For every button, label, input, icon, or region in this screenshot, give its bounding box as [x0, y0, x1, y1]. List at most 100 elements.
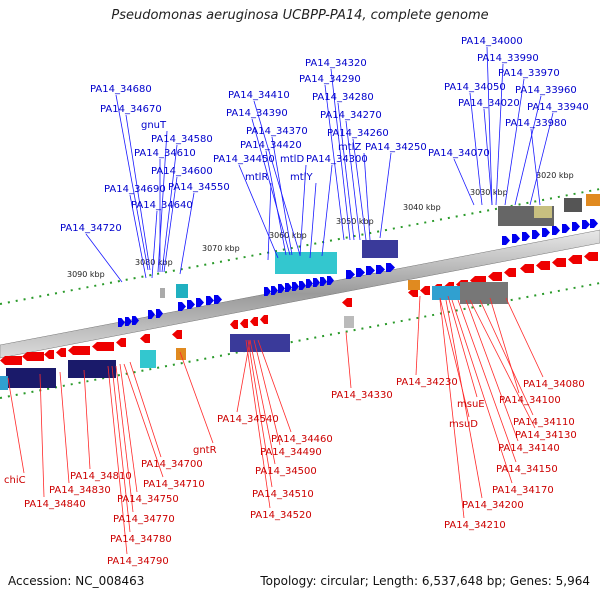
- reverse-leader-line: [469, 299, 536, 429]
- reverse-gene-label: PA14_34170: [492, 485, 554, 496]
- genome-backbone: [0, 229, 600, 359]
- reverse-gene-label: PA14_34110: [513, 417, 575, 428]
- forward-leader-line: [469, 92, 483, 206]
- reverse-leader-line: [123, 363, 164, 478]
- forward-gene-arrow: [187, 300, 195, 309]
- forward-gene-arrow: [376, 265, 385, 274]
- reverse-leader-line: [451, 299, 513, 484]
- reverse-gene-label: msuE: [457, 399, 485, 410]
- ruler-upper: [0, 188, 600, 305]
- forward-gene-label: PA14_34290: [299, 74, 361, 85]
- forward-label-leaders: [85, 46, 554, 283]
- forward-gene-arrow: [271, 286, 278, 295]
- forward-leader-line: [330, 68, 351, 241]
- forward-gene-label: gnuT: [141, 120, 167, 131]
- reverse-leader-line: [129, 361, 162, 458]
- reverse-leader-line: [439, 299, 465, 519]
- reverse-gene-label: PA14_34510: [252, 489, 314, 500]
- reverse-leader-line: [447, 295, 478, 398]
- reverse-leader-line: [505, 297, 544, 378]
- forward-leader-line: [504, 78, 525, 206]
- forward-gene-label: PA14_34070: [428, 148, 490, 159]
- reverse-leader-line: [7, 377, 25, 474]
- forward-gene-arrow: [552, 226, 560, 235]
- forward-gene-label: PA14_34020: [458, 98, 520, 109]
- forward-leader-line: [299, 164, 307, 257]
- reverse-gene-label: PA14_34130: [515, 430, 577, 441]
- forward-gene-arrow: [156, 309, 163, 318]
- forward-gene-label: PA14_34390: [226, 108, 288, 119]
- forward-gene-arrow: [132, 316, 139, 325]
- forward-leader-line: [337, 102, 355, 241]
- tick-label-3060: 3060 kbp: [269, 231, 307, 240]
- genome-summary-text: Topology: circular; Length: 6,537,648 bp…: [260, 574, 590, 588]
- forward-gene-label: PA14_33970: [498, 68, 560, 79]
- forward-leader-line: [363, 152, 371, 241]
- reverse-gene-label: msuD: [449, 419, 478, 430]
- forward-leader-line: [271, 136, 293, 256]
- feature-block: [344, 316, 354, 328]
- reverse-leader-line: [83, 369, 91, 470]
- reverse-gene-labels: PA14_34230 PA14_34080 msuE PA14_34100 PA14_3…: [4, 377, 585, 567]
- feature-block: [460, 282, 508, 304]
- feature-block: [140, 350, 156, 368]
- reverse-leader-line: [257, 339, 292, 433]
- reverse-gene-label: PA14_34520: [250, 510, 312, 521]
- forward-gene-arrow: [386, 263, 395, 272]
- reverse-leader-line: [415, 295, 421, 376]
- reverse-gene-label: PA14_34750: [117, 494, 179, 505]
- reverse-gene-label: PA14_34100: [499, 395, 561, 406]
- reverse-leader-line: [445, 299, 483, 499]
- reverse-leader-line: [465, 299, 519, 442]
- feature-block: [564, 198, 582, 212]
- forward-leader-line: [530, 128, 541, 206]
- forward-gene-arrow: [582, 220, 590, 229]
- forward-gene-arrow: [542, 228, 550, 237]
- forward-gene-label: PA14_34640: [131, 200, 193, 211]
- reverse-gene-arrow: [240, 319, 248, 328]
- forward-gene-arrow: [320, 277, 327, 286]
- reverse-gene-label: PA14_34150: [496, 464, 558, 475]
- forward-gene-arrow: [356, 268, 365, 277]
- forward-gene-arrow: [125, 317, 132, 326]
- reverse-gene-arrow: [0, 356, 22, 365]
- forward-leader-line: [179, 192, 195, 275]
- forward-gene-arrow: [512, 234, 520, 243]
- reverse-gene-label: PA14_34140: [498, 443, 560, 454]
- forward-gene-arrow: [306, 279, 313, 288]
- forward-gene-label: PA14_34720: [60, 223, 122, 234]
- reverse-leader-line: [179, 351, 214, 444]
- feature-block: [586, 194, 600, 206]
- reverse-gene-label: PA14_34080: [523, 379, 585, 390]
- reverse-leader-line: [345, 331, 352, 389]
- forward-gene-label: PA14_34370: [246, 126, 308, 137]
- forward-gene-label: PA14_34410: [228, 90, 290, 101]
- reverse-gene-label: PA14_34490: [260, 447, 322, 458]
- accession-text: Accession: NC_008463: [8, 574, 145, 588]
- forward-gene-arrow: [502, 236, 510, 245]
- forward-gene-label: mtlY: [290, 172, 313, 183]
- forward-leader-line: [157, 130, 168, 273]
- forward-gene-arrow: [366, 266, 375, 275]
- forward-gene-arrow: [532, 230, 540, 239]
- tick-label-3070: 3070 kbp: [202, 244, 240, 253]
- forward-leader-line: [151, 210, 158, 279]
- reverse-gene-label: gntR: [193, 445, 217, 456]
- forward-leader-line: [129, 194, 147, 279]
- tick-label-3090: 3090 kbp: [67, 270, 105, 279]
- reverse-gene-label: PA14_34210: [444, 520, 506, 531]
- forward-gene-arrow: [299, 281, 306, 290]
- forward-leader-line: [495, 63, 504, 206]
- forward-gene-label: PA14_33960: [515, 85, 577, 96]
- forward-leader-line: [161, 144, 178, 273]
- reverse-gene-label: PA14_34790: [107, 556, 169, 567]
- reverse-gene-label: PA14_34780: [110, 534, 172, 545]
- forward-leader-line: [238, 164, 279, 259]
- reverse-gene-label: PA14_34700: [141, 459, 203, 470]
- reverse-gene-label: chiC: [4, 475, 26, 486]
- forward-gene-label: PA14_34680: [90, 84, 152, 95]
- reverse-leader-line: [107, 365, 128, 555]
- forward-leader-line: [253, 100, 301, 256]
- forward-gene-label: mtlD: [280, 154, 304, 165]
- forward-gene-labels: PA14_34000 PA14_33990 PA14_33970 PA14_33960…: [60, 36, 589, 234]
